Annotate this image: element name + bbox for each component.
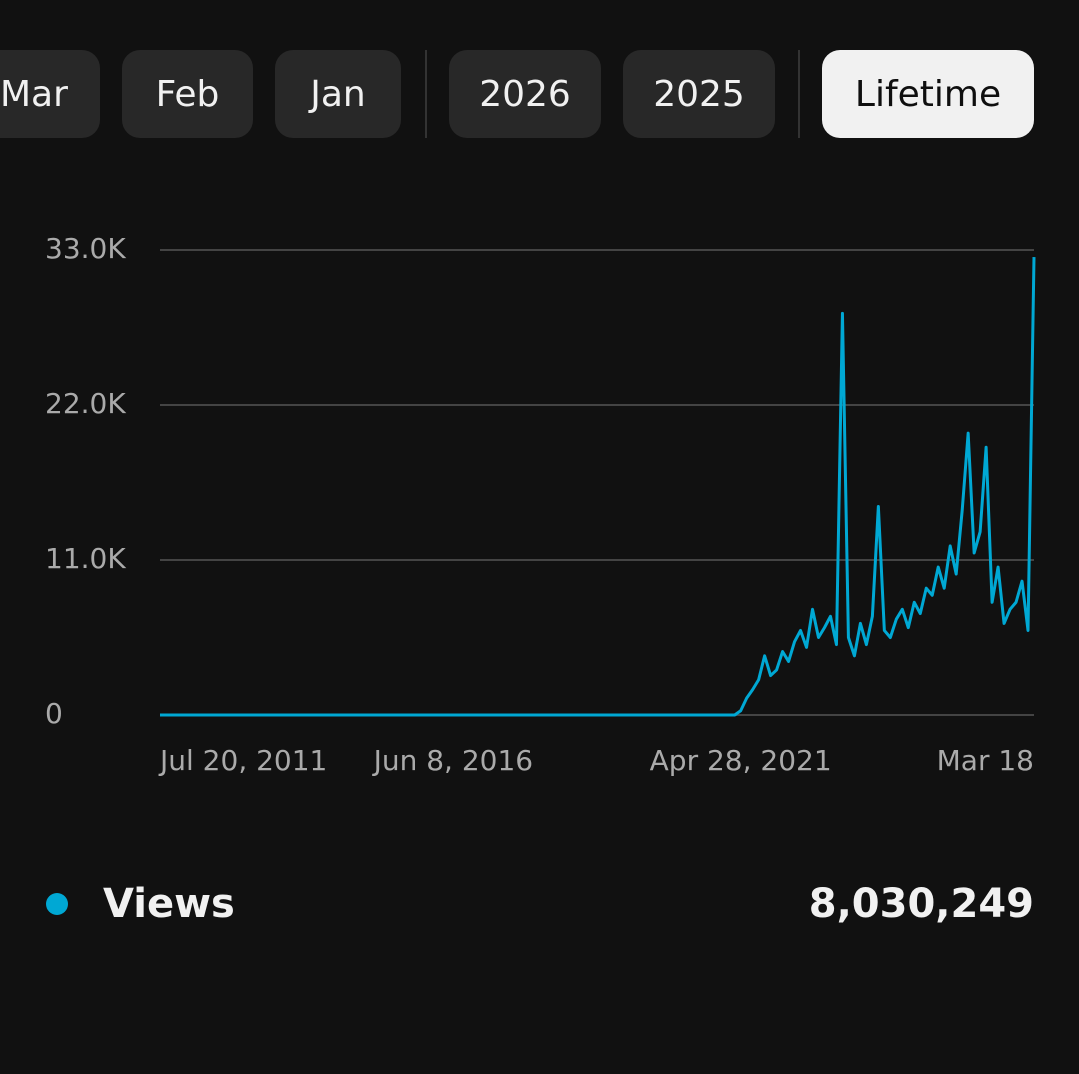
tab[interactable]: [449, 50, 601, 138]
x-tick-label: Jun 8, 2016: [372, 744, 534, 777]
x-tick-label: Mar 18: [937, 744, 1034, 777]
x-tick-label: Apr 28, 2021: [650, 744, 832, 777]
line-series: [160, 257, 1036, 717]
tab-label[interactable]: Mar: [0, 74, 68, 115]
tab[interactable]: [822, 50, 1034, 138]
y-tick-label: 33.0K: [45, 232, 126, 265]
tab-label[interactable]: Feb: [156, 74, 220, 115]
tab-label[interactable]: 2026: [479, 74, 571, 115]
tab-label[interactable]: Jan: [308, 74, 366, 115]
legend-dot: [46, 893, 68, 915]
legend-label: Views: [103, 881, 235, 927]
tab[interactable]: [623, 50, 775, 138]
y-tick-label: 11.0K: [45, 542, 126, 575]
tab-label[interactable]: 2025: [653, 74, 745, 115]
total-value: 8,030,249: [809, 881, 1034, 927]
tab[interactable]: [275, 50, 401, 138]
tab[interactable]: [0, 50, 100, 138]
y-tick-label: 0: [45, 697, 63, 730]
tab-label[interactable]: Lifetime: [855, 74, 1001, 115]
x-tick-label: Jul 20, 2011: [158, 744, 327, 777]
y-tick-label: 22.0K: [45, 387, 126, 420]
tab[interactable]: [122, 50, 253, 138]
